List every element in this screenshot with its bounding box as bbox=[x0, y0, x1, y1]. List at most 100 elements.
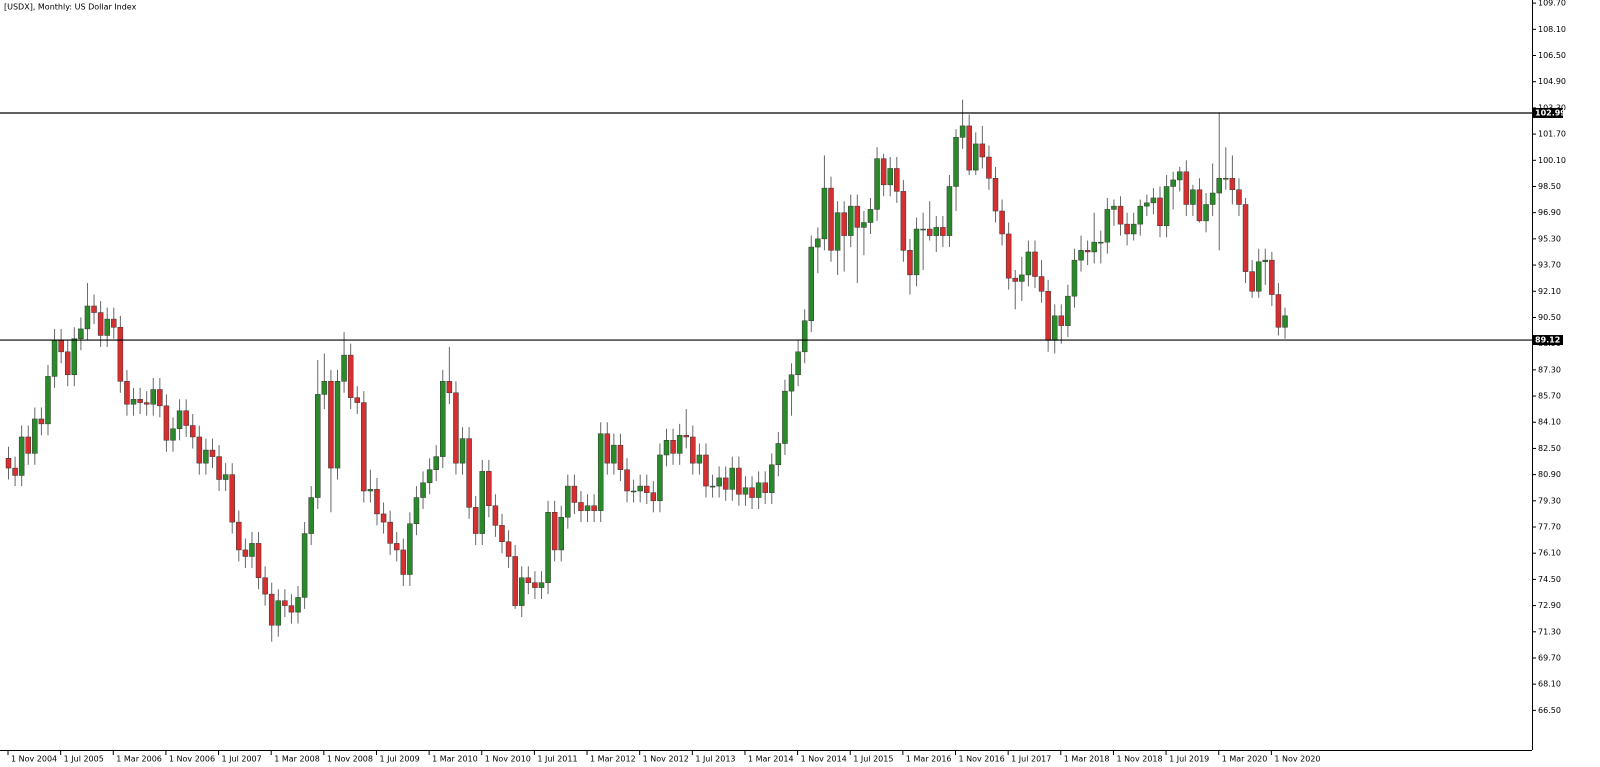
candle-body-up bbox=[637, 485, 643, 492]
candle-body-up bbox=[440, 381, 446, 457]
x-tick-label: 1 Jul 2017 bbox=[1011, 755, 1051, 764]
candle-body-down bbox=[137, 399, 143, 403]
candle-body-down bbox=[97, 312, 104, 336]
candle-body-up bbox=[295, 597, 301, 613]
candle-body-down bbox=[472, 507, 479, 534]
candle-body-up bbox=[1216, 178, 1222, 194]
candle-body-up bbox=[847, 205, 854, 236]
candle-body-down bbox=[591, 505, 597, 511]
candle-body-up bbox=[1130, 223, 1137, 235]
candle-body-up bbox=[913, 228, 920, 276]
y-tick-label: 103.30 bbox=[1538, 103, 1566, 112]
candle-body-up bbox=[222, 474, 229, 480]
x-tick-label: 1 Nov 2018 bbox=[1116, 755, 1162, 764]
candle-body-up bbox=[18, 436, 25, 476]
y-tick-label: 101.70 bbox=[1538, 130, 1566, 139]
candle-body-down bbox=[1045, 291, 1051, 341]
candle-body-down bbox=[1229, 178, 1236, 191]
candle-body-up bbox=[1111, 205, 1117, 210]
candle-body-up bbox=[413, 497, 420, 524]
candle-body-down bbox=[1058, 315, 1065, 326]
x-tick-label: 1 Mar 2010 bbox=[432, 755, 478, 764]
candle-body-down bbox=[644, 485, 650, 493]
candle-body-down bbox=[966, 125, 972, 171]
candle-body-down bbox=[453, 392, 459, 464]
candle-body-up bbox=[920, 228, 926, 231]
candle-body-down bbox=[255, 543, 262, 579]
candle-body-up bbox=[1170, 179, 1176, 187]
candle-body-up bbox=[729, 467, 736, 490]
candle-body-down bbox=[894, 168, 900, 192]
candle-body-up bbox=[1065, 295, 1071, 326]
candle-body-up bbox=[1223, 178, 1229, 180]
candle-body-down bbox=[736, 467, 742, 495]
candle-body-up bbox=[657, 454, 663, 502]
candle-body-down bbox=[282, 600, 288, 606]
y-tick-label: 66.50 bbox=[1538, 706, 1561, 715]
candle-body-up bbox=[709, 485, 716, 488]
level-label: 102.99 bbox=[1535, 108, 1566, 117]
candle-body-down bbox=[907, 250, 913, 276]
candle-body-down bbox=[1032, 251, 1038, 277]
candle-body-down bbox=[499, 525, 505, 542]
y-tick-label: 69.70 bbox=[1538, 653, 1561, 662]
y-tick-label: 93.70 bbox=[1538, 261, 1561, 270]
candle-body-up bbox=[420, 482, 426, 498]
candle-body-down bbox=[551, 512, 558, 551]
candle-body-down bbox=[1269, 259, 1275, 295]
y-tick-label: 68.10 bbox=[1538, 680, 1561, 689]
candle-body-down bbox=[1012, 277, 1018, 282]
candle-body-down bbox=[91, 305, 97, 313]
candle-body-up bbox=[1262, 259, 1269, 263]
candle-body-down bbox=[5, 458, 12, 469]
candle-body-up bbox=[801, 320, 808, 353]
candle-body-down bbox=[940, 227, 946, 236]
candle-body-up bbox=[716, 477, 722, 487]
candle-body-up bbox=[1071, 259, 1078, 297]
candle-body-up bbox=[834, 212, 841, 251]
candle-body-up bbox=[84, 305, 91, 330]
candle-body-down bbox=[229, 474, 235, 523]
candle-body-down bbox=[986, 156, 992, 179]
candle-body-up bbox=[663, 439, 670, 456]
candle-body-down bbox=[209, 449, 216, 457]
x-tick-label: 1 Jul 2015 bbox=[853, 755, 893, 764]
candle-body-up bbox=[558, 516, 564, 551]
candle-body-down bbox=[12, 467, 18, 476]
x-tick-label: 1 Jul 2007 bbox=[222, 755, 262, 764]
candle-body-down bbox=[1157, 197, 1163, 227]
candle-body-up bbox=[611, 444, 617, 464]
candle-body-down bbox=[1117, 205, 1124, 225]
candle-body-down bbox=[466, 438, 472, 508]
candle-body-up bbox=[821, 187, 828, 240]
candle-body-down bbox=[354, 397, 360, 403]
x-tick-label: 1 Mar 2020 bbox=[1222, 755, 1268, 764]
candle-body-down bbox=[1038, 276, 1045, 292]
candle-body-up bbox=[334, 381, 341, 469]
candle-body-down bbox=[571, 485, 578, 503]
candle-body-down bbox=[828, 187, 834, 251]
candle-body-down bbox=[38, 418, 45, 425]
candle-body-up bbox=[676, 435, 683, 454]
y-tick-label: 87.30 bbox=[1538, 365, 1561, 374]
x-tick-label: 1 Jul 2009 bbox=[379, 755, 419, 764]
chart-title: [USDX], Monthly: US Dollar Index bbox=[4, 3, 137, 12]
candle-body-up bbox=[597, 433, 604, 511]
candle-body-down bbox=[1084, 250, 1091, 253]
y-tick-label: 108.10 bbox=[1538, 25, 1566, 34]
candle-body-down bbox=[525, 577, 532, 583]
y-tick-label: 71.30 bbox=[1538, 627, 1561, 636]
candle-body-down bbox=[393, 543, 400, 551]
y-tick-label: 79.30 bbox=[1538, 496, 1561, 505]
candle-body-down bbox=[58, 340, 64, 353]
candle-body-down bbox=[183, 410, 189, 426]
candle-body-up bbox=[518, 577, 525, 606]
candle-body-down bbox=[157, 389, 163, 407]
candle-body-down bbox=[111, 318, 117, 328]
candle-body-down bbox=[328, 381, 334, 469]
candle-body-down bbox=[749, 487, 755, 498]
x-tick-label: 1 Nov 2006 bbox=[169, 755, 215, 764]
candle-body-up bbox=[788, 374, 795, 392]
candle-body-up bbox=[45, 376, 51, 425]
